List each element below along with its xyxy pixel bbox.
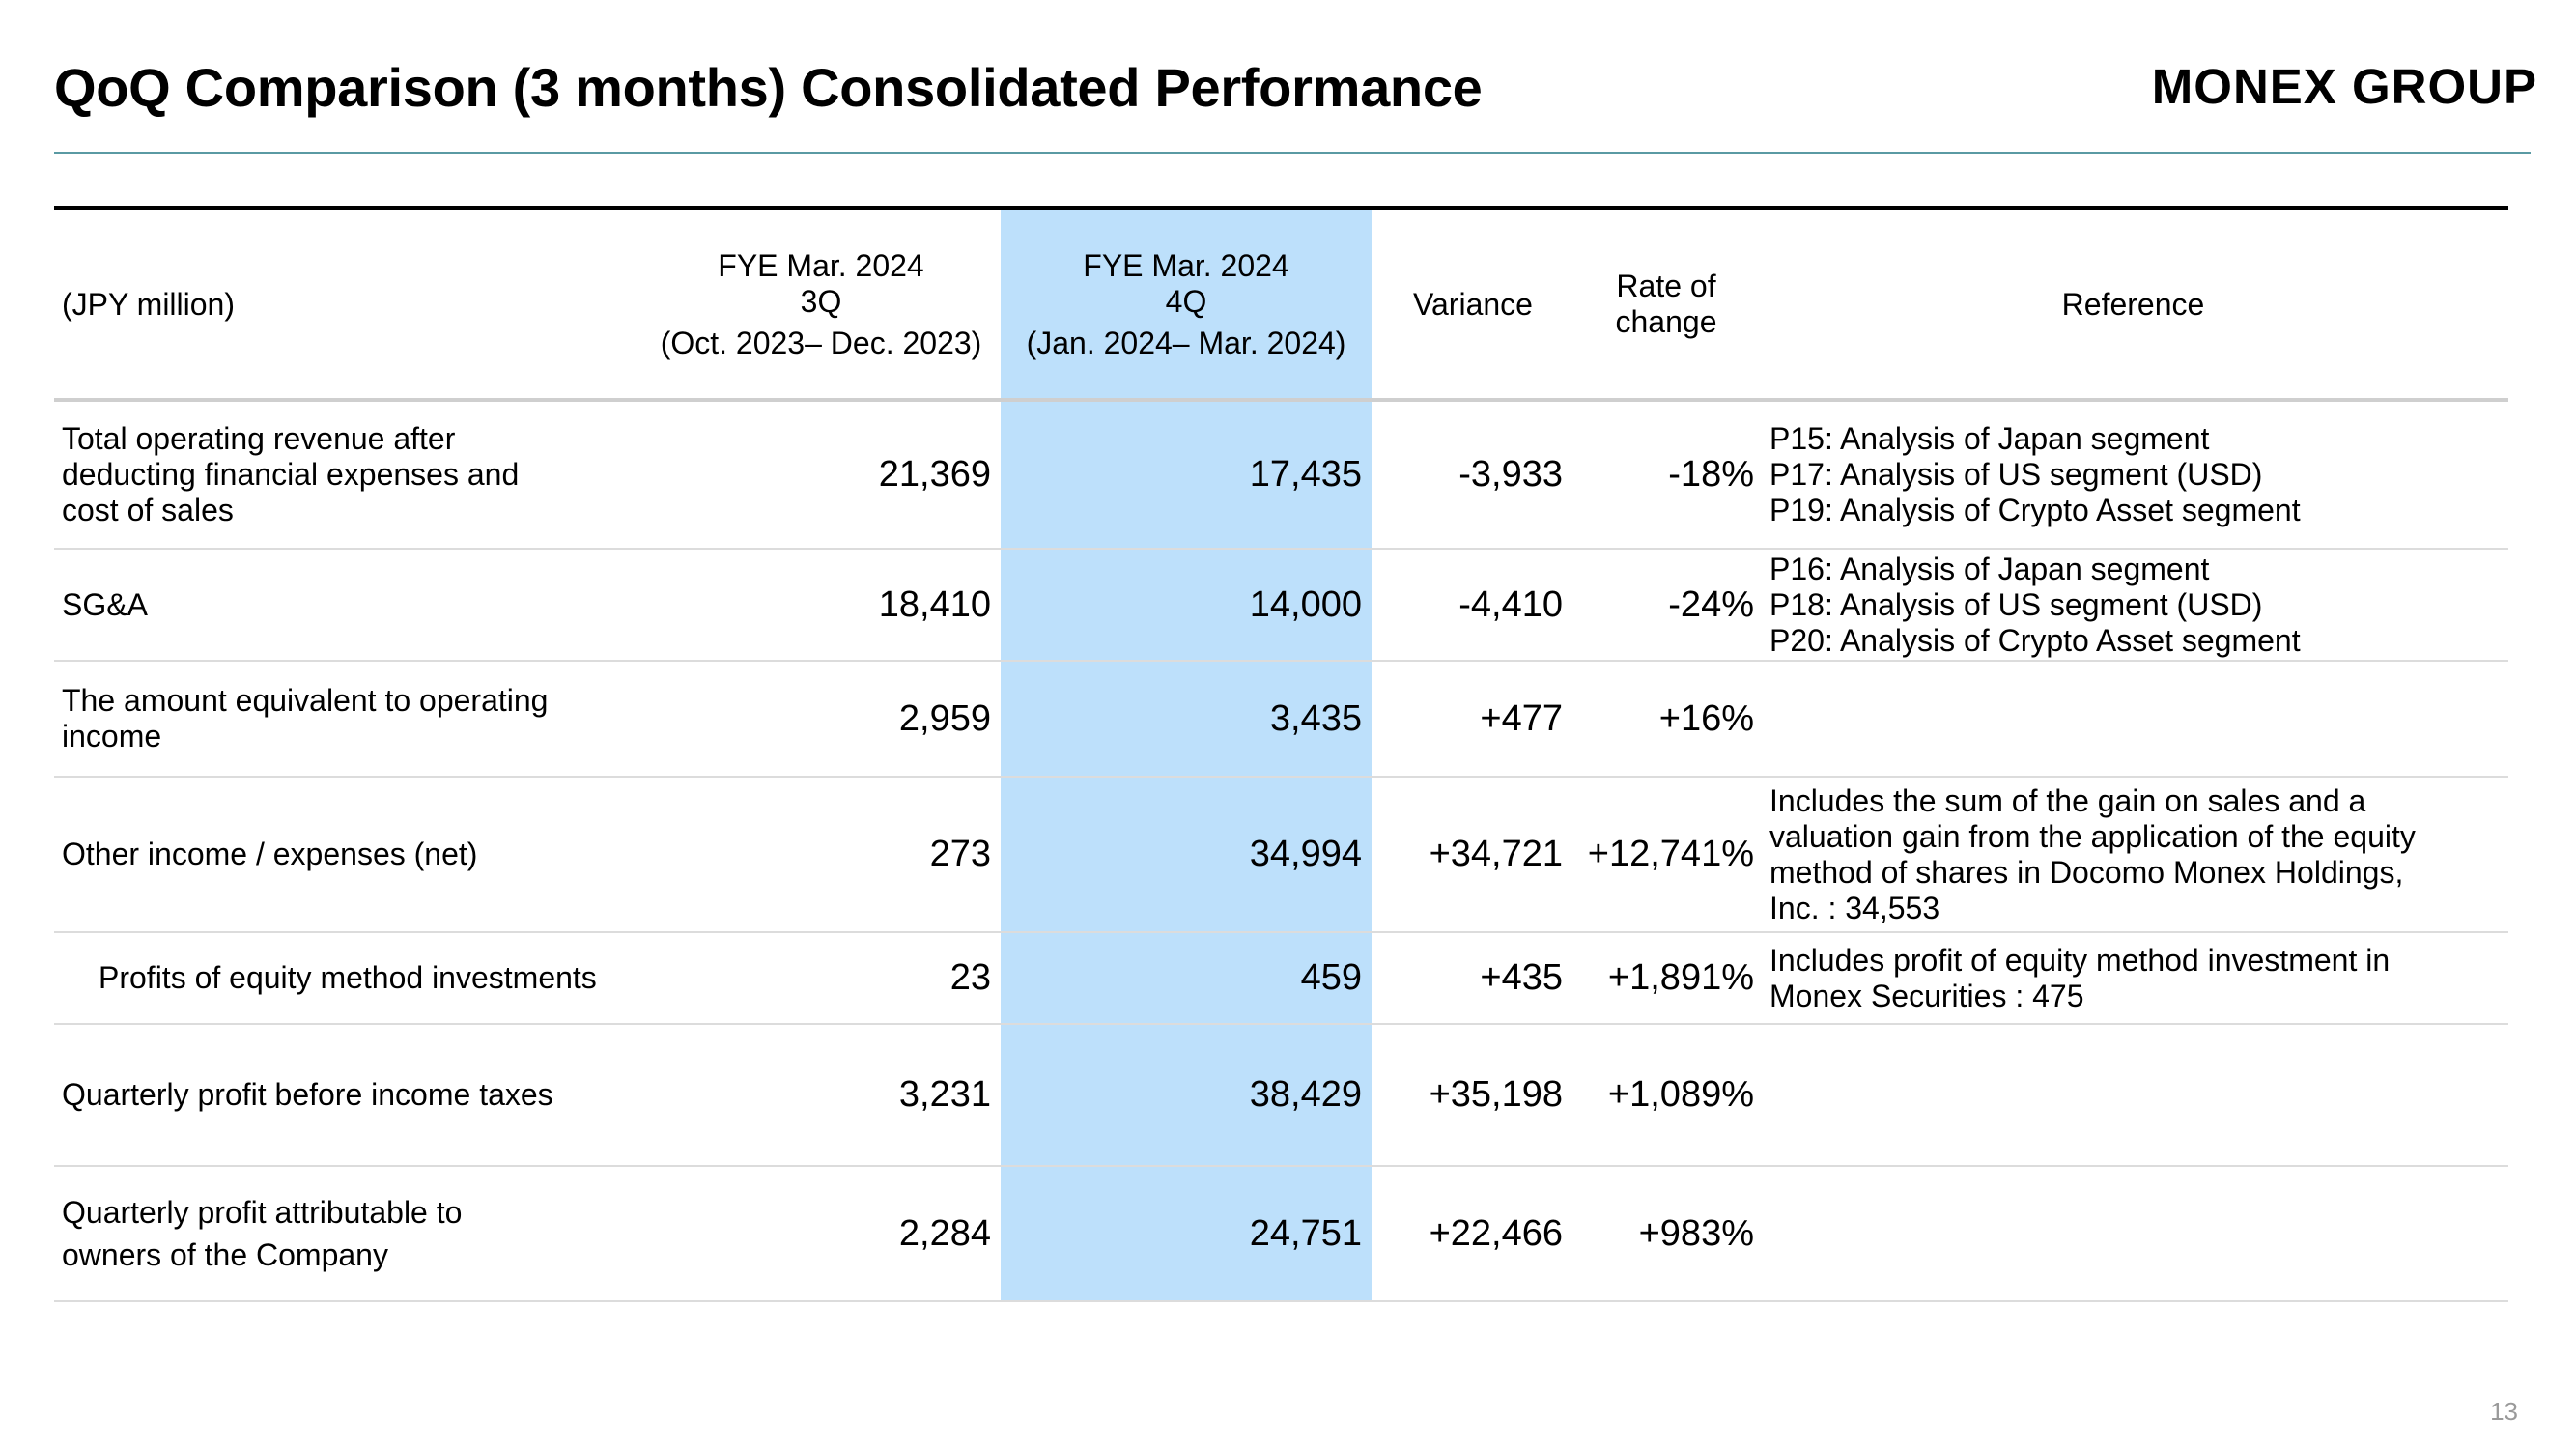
row-label-profit-before-tax: Quarterly profit before income taxes xyxy=(62,1025,641,1165)
row-value-3q: 3,231 xyxy=(898,1074,991,1115)
row-rate: +12,741% xyxy=(1587,834,1754,874)
row-reference: Includes the sum of the gain on sales an… xyxy=(1769,778,2508,931)
unit-label: (JPY million) xyxy=(62,286,235,322)
title-divider xyxy=(54,152,2531,154)
row-reference xyxy=(1769,1025,2508,1165)
row-divider xyxy=(54,548,2508,550)
row-value-4q: 14,000 xyxy=(1249,583,1362,625)
row-value-3q: 18,410 xyxy=(878,583,991,625)
row-label-text: Other income / expenses (net) xyxy=(62,837,478,871)
row-variance: -4,410 xyxy=(1458,583,1563,625)
row-divider xyxy=(54,1165,2508,1167)
row-divider xyxy=(54,1023,2508,1025)
row-value-4q: 17,435 xyxy=(1249,454,1362,495)
row-rate: +1,891% xyxy=(1607,957,1754,998)
row-divider xyxy=(54,660,2508,662)
row-reference-text: P16: Analysis of Japan segment P18: Anal… xyxy=(1769,551,2301,658)
row-divider xyxy=(54,776,2508,778)
row-label-sga: SG&A xyxy=(62,550,641,660)
header-4q-line2: 4Q xyxy=(1165,283,1207,319)
row-label-equity-method: Profits of equity method investments xyxy=(99,933,641,1023)
row-label-profit-attributable: Quarterly profit attributable to owners … xyxy=(62,1167,641,1300)
row-value-3q: 23 xyxy=(949,957,991,998)
row-label-operating-income: The amount equivalent to operating incom… xyxy=(62,662,641,776)
header-3q: FYE Mar. 2024 3Q (Oct. 2023– Dec. 2023) xyxy=(641,210,1001,399)
header-4q: FYE Mar. 2024 4Q (Jan. 2024– Mar. 2024) xyxy=(1001,210,1372,399)
row-variance: -3,933 xyxy=(1458,454,1563,495)
row-variance: +435 xyxy=(1480,957,1563,998)
row-reference-text: Includes the sum of the gain on sales an… xyxy=(1769,782,2416,925)
page-title: QoQ Comparison (3 months) Consolidated P… xyxy=(54,57,1483,118)
header-3q-line3: (Oct. 2023– Dec. 2023) xyxy=(660,325,982,360)
header-reference: Reference xyxy=(2061,286,2205,322)
row-variance: +477 xyxy=(1480,697,1563,739)
row-label-text: SG&A xyxy=(62,586,148,622)
header-3q-line2: 3Q xyxy=(800,283,842,319)
row-label-other-income: Other income / expenses (net) xyxy=(62,778,641,931)
header-divider xyxy=(54,398,2508,402)
row-variance: +22,466 xyxy=(1429,1212,1563,1254)
header-rate: Rate of change xyxy=(1574,210,1758,399)
row-label-text: Quarterly profit attributable to owners … xyxy=(62,1195,463,1272)
row-rate: +983% xyxy=(1638,1212,1754,1254)
row-value-4q: 3,435 xyxy=(1269,697,1362,739)
row-reference-text: Includes profit of equity method investm… xyxy=(1769,942,2391,1013)
row-value-3q: 2,959 xyxy=(898,697,991,739)
row-label-revenue: Total operating revenue after deducting … xyxy=(62,402,641,548)
row-variance: +35,198 xyxy=(1429,1074,1563,1115)
row-variance: +34,721 xyxy=(1429,834,1563,874)
header-variance: Variance xyxy=(1413,286,1533,322)
row-value-4q: 24,751 xyxy=(1249,1212,1362,1254)
row-value-3q: 21,369 xyxy=(878,454,991,495)
header-4q-line3: (Jan. 2024– Mar. 2024) xyxy=(1026,325,1346,360)
row-label-text: Total operating revenue after deducting … xyxy=(62,421,520,527)
row-reference: Includes profit of equity method investm… xyxy=(1769,933,2508,1023)
row-reference xyxy=(1769,662,2508,776)
row-rate: +1,089% xyxy=(1607,1074,1754,1115)
row-divider xyxy=(54,931,2508,933)
row-reference: P15: Analysis of Japan segment P17: Anal… xyxy=(1769,402,2508,548)
highlight-column-4q xyxy=(1001,210,1372,1301)
header-3q-line1: FYE Mar. 2024 xyxy=(718,247,924,283)
table-top-border xyxy=(54,206,2508,210)
row-rate: -24% xyxy=(1668,583,1754,625)
row-rate: +16% xyxy=(1658,697,1754,739)
row-value-3q: 2,284 xyxy=(898,1212,991,1254)
row-reference-text: P15: Analysis of Japan segment P17: Anal… xyxy=(1769,421,2301,527)
row-reference: P16: Analysis of Japan segment P18: Anal… xyxy=(1769,550,2508,660)
header-4q-line1: FYE Mar. 2024 xyxy=(1083,247,1289,283)
table-bottom-border xyxy=(54,1300,2508,1302)
row-value-4q: 459 xyxy=(1300,957,1362,998)
company-logo: MONEX GROUP xyxy=(2151,59,2537,114)
row-value-4q: 38,429 xyxy=(1249,1074,1362,1115)
row-reference xyxy=(1769,1167,2508,1300)
row-label-text: The amount equivalent to operating incom… xyxy=(62,683,549,753)
row-label-text: Profits of equity method investments xyxy=(99,960,597,995)
header-rate-text: Rate of change xyxy=(1615,269,1717,339)
row-value-3q: 273 xyxy=(929,834,991,874)
row-label-text: Quarterly profit before income taxes xyxy=(62,1077,553,1112)
page-number: 13 xyxy=(2490,1397,2518,1426)
row-rate: -18% xyxy=(1668,454,1754,495)
row-value-4q: 34,994 xyxy=(1249,834,1362,874)
